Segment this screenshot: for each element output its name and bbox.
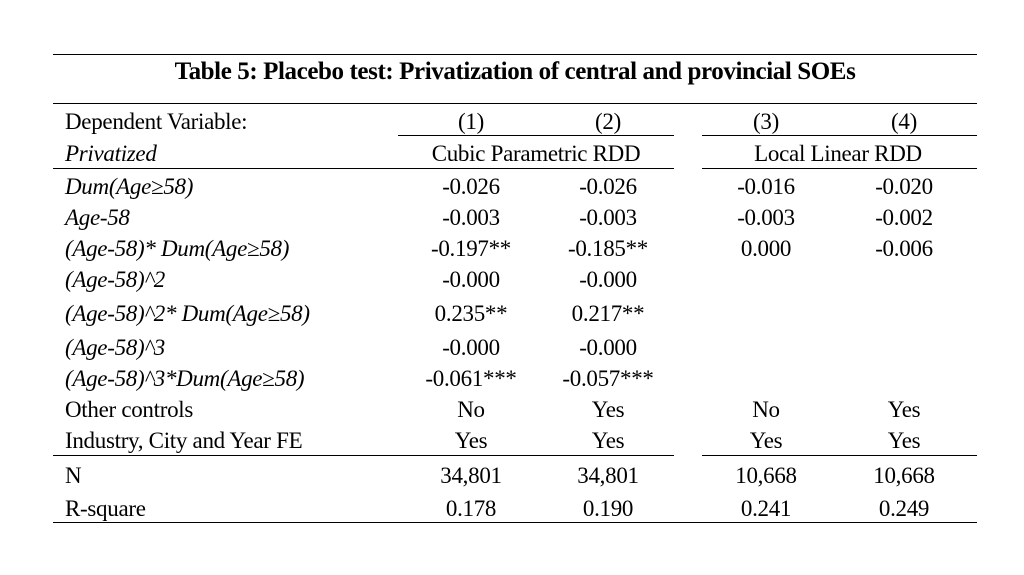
row-label-age-interaction: (Age-58)* Dum(Age≥58) <box>65 236 290 261</box>
table-cell: -0.026 <box>442 174 500 199</box>
table-cell: 0.190 <box>582 496 634 521</box>
table-cell: -0.000 <box>579 267 637 292</box>
table-cell: -0.003 <box>737 205 795 230</box>
row-label-r-square: R-square <box>65 496 146 521</box>
row-label-age-squared: (Age-58)^2 <box>65 267 165 292</box>
table-cell: -0.057*** <box>562 366 654 391</box>
table-cell: Yes <box>591 397 625 422</box>
table-cell: -0.003 <box>442 205 500 230</box>
dependent-variable-name: Privatized <box>65 141 157 166</box>
table-cell: 0.178 <box>445 496 497 521</box>
table-cell: 0.217** <box>571 301 645 326</box>
table-cell: Yes <box>887 397 921 422</box>
header-rule-left <box>53 168 674 169</box>
column-header-4: (4) <box>891 109 917 134</box>
dependent-variable-label: Dependent Variable: <box>65 109 248 134</box>
table-cell: -0.016 <box>737 174 795 199</box>
table-title: Table 5: Placebo test: Privatization of … <box>174 58 856 85</box>
table-cell: -0.020 <box>875 174 933 199</box>
table-cell: -0.197** <box>430 236 512 261</box>
table-cell: -0.000 <box>442 335 500 360</box>
group-rule-left <box>398 135 674 136</box>
stats-rule-left <box>53 455 674 456</box>
table-cell: No <box>752 397 780 422</box>
stats-rule-right <box>702 455 977 456</box>
column-header-2: (2) <box>595 109 621 134</box>
group-rule-right <box>702 135 977 136</box>
table-cell: -0.000 <box>579 335 637 360</box>
table-cell: Yes <box>454 428 488 453</box>
table-cell: -0.006 <box>875 236 933 261</box>
row-label-dum: Dum(Age≥58) <box>65 174 194 199</box>
row-label-age: Age-58 <box>65 205 130 230</box>
table-cell: 0.241 <box>740 496 792 521</box>
column-header-1: (1) <box>458 109 484 134</box>
row-label-fixed-effects: Industry, City and Year FE <box>65 428 303 453</box>
table-cell: 34,801 <box>577 463 639 488</box>
table-cell: 10,668 <box>873 463 935 488</box>
row-label-age-cubed: (Age-58)^3 <box>65 335 165 360</box>
table-cell: Yes <box>749 428 783 453</box>
bottom-rule <box>53 522 977 523</box>
table-cell: No <box>457 397 485 422</box>
row-label-age-cubed-interaction: (Age-58)^3*Dum(Age≥58) <box>65 366 305 391</box>
row-label-age-squared-interaction: (Age-58)^2* Dum(Age≥58) <box>65 301 310 326</box>
header-rule-right <box>702 168 977 169</box>
top-rule <box>53 54 977 55</box>
row-label-other-controls: Other controls <box>65 397 194 422</box>
group-header-cubic: Cubic Parametric RDD <box>431 141 641 166</box>
table-cell: -0.061*** <box>425 366 517 391</box>
table-cell: Yes <box>591 428 625 453</box>
table-cell: Yes <box>887 428 921 453</box>
title-rule <box>53 103 977 104</box>
table-cell: -0.185** <box>567 236 649 261</box>
table-cell: -0.000 <box>442 267 500 292</box>
table-cell: -0.026 <box>579 174 637 199</box>
table-cell: 0.235** <box>434 301 508 326</box>
column-header-3: (3) <box>753 109 779 134</box>
table-cell: 0.000 <box>740 236 792 261</box>
table-cell: -0.002 <box>875 205 933 230</box>
table-cell: 34,801 <box>440 463 502 488</box>
group-header-local-linear: Local Linear RDD <box>754 141 922 166</box>
table-cell: -0.003 <box>579 205 637 230</box>
table-cell: 10,668 <box>735 463 797 488</box>
table-cell: 0.249 <box>878 496 930 521</box>
row-label-n: N <box>65 463 82 488</box>
